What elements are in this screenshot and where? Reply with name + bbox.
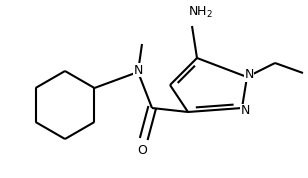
Text: N: N [133, 64, 143, 77]
Text: NH$_2$: NH$_2$ [188, 4, 213, 20]
Text: N: N [244, 69, 254, 82]
Text: O: O [137, 143, 147, 156]
Text: N: N [240, 104, 250, 117]
